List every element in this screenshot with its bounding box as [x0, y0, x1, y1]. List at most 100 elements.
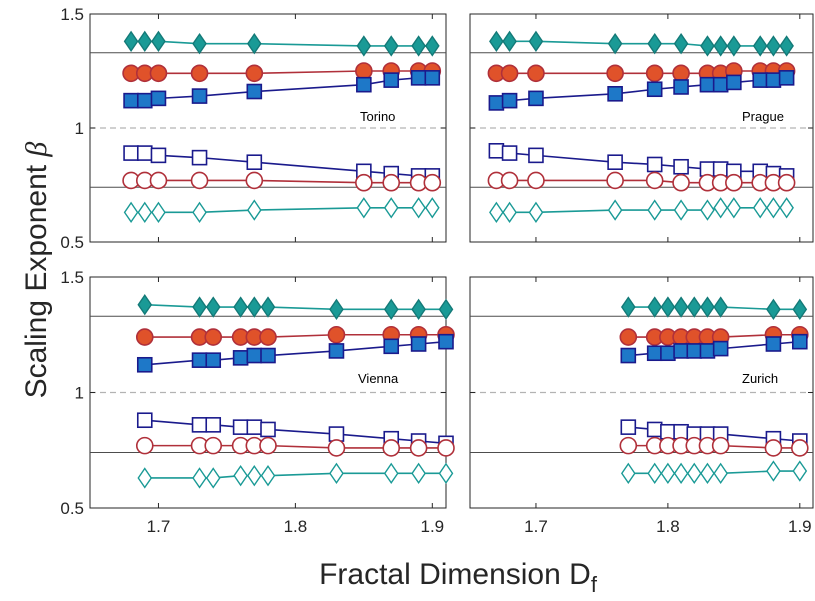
- x-tick-label: 1.8: [656, 517, 680, 536]
- city-label: Prague: [742, 109, 784, 124]
- data-point: [764, 439, 783, 457]
- y-tick-label: 1: [75, 119, 84, 138]
- data-point: [700, 462, 715, 485]
- data-point: [136, 145, 153, 161]
- data-point: [259, 328, 277, 346]
- data-point: [647, 199, 663, 221]
- data-point: [438, 333, 454, 350]
- data-point: [673, 343, 689, 359]
- series-open-diamond: [137, 462, 454, 489]
- data-point: [233, 464, 248, 487]
- data-point: [409, 439, 428, 457]
- data-point: [383, 35, 399, 57]
- data-point: [646, 156, 663, 173]
- data-point: [686, 462, 702, 485]
- data-point: [752, 35, 768, 57]
- data-point: [501, 92, 518, 109]
- data-point: [123, 30, 139, 53]
- data-point: [233, 296, 248, 318]
- panel-torino: 0.5 1 1.5 Torino: [60, 5, 447, 252]
- series-open-circle: [619, 436, 809, 457]
- data-point: [135, 436, 154, 455]
- data-point: [424, 35, 440, 57]
- city-label: Zurich: [742, 371, 778, 386]
- data-point: [647, 462, 663, 485]
- y-tick-label: 1: [75, 384, 84, 403]
- data-point: [123, 92, 139, 109]
- data-point: [712, 340, 729, 357]
- data-point: [246, 154, 263, 170]
- data-point: [383, 338, 400, 355]
- data-point: [620, 462, 636, 485]
- data-point: [355, 62, 373, 80]
- x-tick-label: 1.9: [420, 517, 444, 536]
- data-point: [619, 328, 638, 346]
- data-point: [500, 171, 519, 190]
- data-point: [502, 30, 517, 53]
- series-open-circle: [135, 436, 455, 457]
- data-point: [123, 145, 139, 161]
- data-point: [619, 436, 638, 455]
- data-point: [501, 145, 518, 161]
- data-point: [329, 462, 344, 485]
- panel-zurich: 1.7 1.8 1.9 Zurich: [469, 276, 814, 536]
- data-point: [713, 197, 728, 219]
- data-point: [136, 92, 153, 109]
- data-point: [699, 76, 716, 93]
- series-open-square: [136, 412, 454, 452]
- data-point: [191, 417, 208, 433]
- data-point: [191, 352, 208, 368]
- data-point: [647, 296, 663, 318]
- y-tick-label: 1.5: [60, 268, 84, 287]
- data-point: [673, 199, 689, 221]
- data-point: [246, 199, 262, 221]
- data-point: [606, 171, 624, 190]
- data-point: [411, 197, 426, 219]
- city-label: Vienna: [358, 371, 399, 386]
- data-point: [672, 173, 690, 192]
- x-tick-label: 1.7: [147, 517, 171, 536]
- data-point: [713, 296, 728, 318]
- data-point: [500, 64, 519, 83]
- series-filled-circle: [619, 325, 809, 346]
- data-point: [137, 294, 153, 316]
- data-point: [712, 76, 729, 93]
- data-point: [424, 197, 440, 219]
- data-point: [246, 83, 263, 100]
- data-point: [327, 325, 346, 344]
- data-point: [205, 352, 222, 368]
- data-point: [260, 421, 276, 438]
- y-axis-label: Scaling Exponent β: [20, 142, 53, 399]
- data-point: [673, 462, 689, 485]
- data-point: [329, 298, 344, 321]
- data-point: [699, 343, 716, 359]
- data-point: [620, 419, 637, 435]
- data-point: [660, 462, 676, 485]
- data-point: [410, 336, 427, 352]
- data-point: [135, 328, 154, 346]
- data-point: [646, 421, 663, 438]
- series-filled-diamond: [620, 296, 808, 321]
- data-point: [646, 81, 663, 98]
- data-point: [645, 64, 664, 83]
- data-point: [383, 72, 400, 88]
- data-point: [204, 436, 223, 455]
- data-point: [726, 35, 742, 57]
- data-point: [766, 197, 781, 219]
- data-point: [502, 201, 517, 224]
- data-point: [778, 70, 795, 86]
- data-point: [765, 72, 782, 88]
- x-tick-label: 1.7: [524, 517, 548, 536]
- data-point: [246, 419, 263, 435]
- series-filled-square: [136, 333, 454, 373]
- data-point: [382, 439, 401, 457]
- panel-vienna: 0.5 1 1.5 1.7 1.8 1.9 Vienna: [60, 268, 455, 536]
- data-point: [686, 296, 702, 318]
- data-point: [232, 419, 249, 435]
- data-point: [726, 74, 742, 91]
- data-point: [673, 79, 689, 95]
- data-point: [150, 147, 167, 164]
- data-point: [527, 64, 545, 83]
- data-point: [411, 35, 426, 57]
- data-point: [245, 64, 264, 83]
